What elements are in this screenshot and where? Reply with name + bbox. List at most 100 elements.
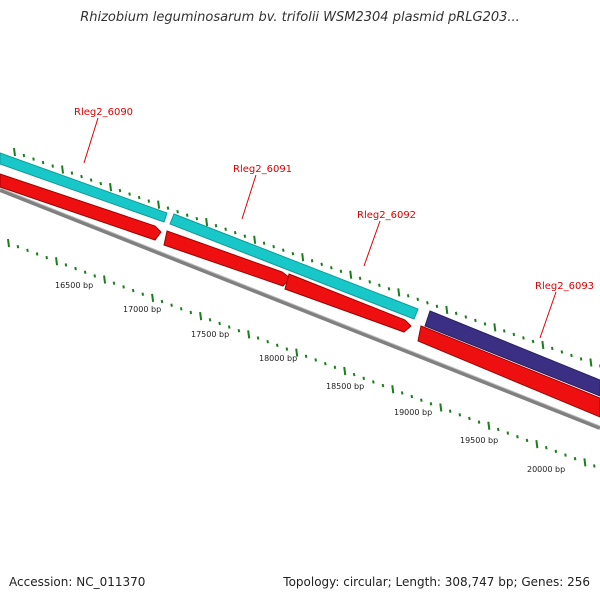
gene-arrow-rleg2-6094[interactable] bbox=[417, 325, 600, 418]
outer-tick bbox=[147, 199, 151, 203]
outer-tick bbox=[157, 200, 161, 209]
inner-tick bbox=[516, 435, 519, 439]
outer-tick bbox=[61, 165, 65, 174]
outer-tick bbox=[310, 259, 314, 263]
inner-tick bbox=[208, 318, 212, 322]
outer-tick bbox=[464, 315, 468, 319]
outer-tick bbox=[128, 192, 131, 196]
leader-rleg2-6093 bbox=[539, 291, 557, 339]
outer-tick bbox=[589, 358, 593, 367]
inner-tick bbox=[391, 385, 395, 394]
inner-tick bbox=[544, 446, 548, 450]
inner-tick bbox=[554, 449, 558, 454]
inner-tick bbox=[362, 376, 366, 380]
outer-tick bbox=[243, 234, 247, 238]
inner-tick bbox=[179, 307, 183, 311]
gene-label-rleg2-6090[interactable]: Rleg2_6090 bbox=[74, 107, 133, 118]
outer-tick bbox=[166, 206, 170, 210]
outer-tick bbox=[301, 253, 305, 262]
outer-tick bbox=[512, 332, 516, 337]
inner-tick bbox=[496, 427, 500, 432]
inner-tick bbox=[381, 383, 385, 388]
outer-tick bbox=[416, 297, 420, 302]
inner-tick bbox=[16, 244, 20, 249]
outer-tick bbox=[397, 288, 401, 297]
outer-tick bbox=[406, 294, 410, 298]
outer-tick bbox=[224, 227, 227, 231]
inner-tick bbox=[237, 329, 241, 333]
inner-tick bbox=[199, 311, 203, 321]
outer-tick bbox=[195, 216, 199, 221]
outer-tick bbox=[550, 346, 554, 351]
inner-tick bbox=[487, 421, 491, 430]
inner-tick bbox=[276, 343, 279, 348]
outer-tick bbox=[176, 209, 179, 214]
outer-tick bbox=[118, 188, 122, 193]
outer-tick bbox=[426, 301, 429, 305]
gene-arrow-rleg2-6090[interactable] bbox=[0, 173, 162, 241]
inner-tick bbox=[103, 275, 107, 284]
bp-label-17500: 17500 bp bbox=[191, 330, 229, 339]
outer-tick bbox=[474, 318, 477, 323]
outer-tick bbox=[262, 241, 266, 245]
gene-label-rleg2-6092[interactable]: Rleg2_6092 bbox=[357, 210, 416, 221]
inner-tick bbox=[477, 420, 481, 424]
genome-stats-text: Topology: circular; Length: 308,747 bp; … bbox=[283, 575, 590, 589]
gene-bar-rleg2-6093[interactable] bbox=[424, 310, 600, 397]
outer-tick bbox=[502, 329, 506, 333]
outer-tick bbox=[541, 340, 545, 350]
outer-tick bbox=[570, 353, 573, 358]
bp-label-19500: 19500 bp bbox=[460, 436, 498, 445]
inner-tick bbox=[352, 372, 356, 377]
outer-tick bbox=[89, 178, 93, 182]
inner-tick bbox=[131, 288, 135, 293]
outer-tick bbox=[387, 287, 391, 291]
gene-label-rleg2-6093[interactable]: Rleg2_6093 bbox=[535, 281, 594, 292]
bp-label-19000: 19000 bp bbox=[394, 408, 432, 417]
inner-tick bbox=[64, 263, 68, 267]
outer-tick-marks bbox=[13, 147, 600, 368]
inner-tick-marks bbox=[7, 238, 596, 468]
inner-tick bbox=[535, 439, 539, 449]
bp-label-18500: 18500 bp bbox=[326, 382, 364, 391]
inner-tick bbox=[593, 464, 596, 468]
bp-label-17000: 17000 bp bbox=[123, 305, 161, 314]
inner-tick bbox=[45, 255, 49, 260]
outer-tick bbox=[80, 174, 83, 179]
inner-tick bbox=[141, 292, 145, 296]
inner-tick bbox=[420, 398, 423, 402]
gene-arrow-rleg2-6092[interactable] bbox=[284, 273, 412, 333]
inner-tick bbox=[83, 270, 87, 274]
outer-tick bbox=[282, 248, 285, 252]
gene-bar-rleg2-6091-fwd[interactable] bbox=[169, 213, 419, 320]
outer-tick bbox=[233, 230, 237, 235]
inner-tick bbox=[151, 293, 155, 302]
outer-tick bbox=[531, 339, 535, 344]
inner-tick bbox=[122, 285, 125, 289]
inner-tick bbox=[372, 380, 375, 384]
outer-tick bbox=[330, 266, 333, 270]
inner-tick bbox=[26, 248, 29, 253]
map-title: Rhizobium leguminosarum bv. trifolii WSM… bbox=[80, 10, 520, 25]
inner-tick bbox=[410, 394, 414, 399]
outer-tick bbox=[454, 311, 458, 316]
inner-tick bbox=[295, 348, 299, 357]
outer-tick bbox=[99, 181, 103, 186]
outer-tick bbox=[320, 262, 323, 266]
outer-tick bbox=[339, 269, 343, 273]
gene-label-rleg2-6091[interactable]: Rleg2_6091 bbox=[233, 164, 292, 175]
inner-tick bbox=[324, 361, 327, 366]
inner-tick bbox=[55, 257, 59, 266]
inner-tick bbox=[439, 403, 443, 412]
gene-bar-rleg2-6090[interactable] bbox=[0, 152, 168, 223]
bp-label-18000: 18000 bp bbox=[259, 354, 297, 363]
outer-tick bbox=[205, 218, 209, 227]
outer-tick bbox=[214, 223, 218, 228]
inner-tick bbox=[333, 365, 337, 369]
inner-tick bbox=[429, 402, 433, 406]
outer-tick bbox=[13, 147, 16, 157]
outer-tick bbox=[185, 213, 189, 217]
accession-text: Accession: NC_011370 bbox=[9, 575, 146, 589]
inner-tick bbox=[218, 321, 221, 326]
